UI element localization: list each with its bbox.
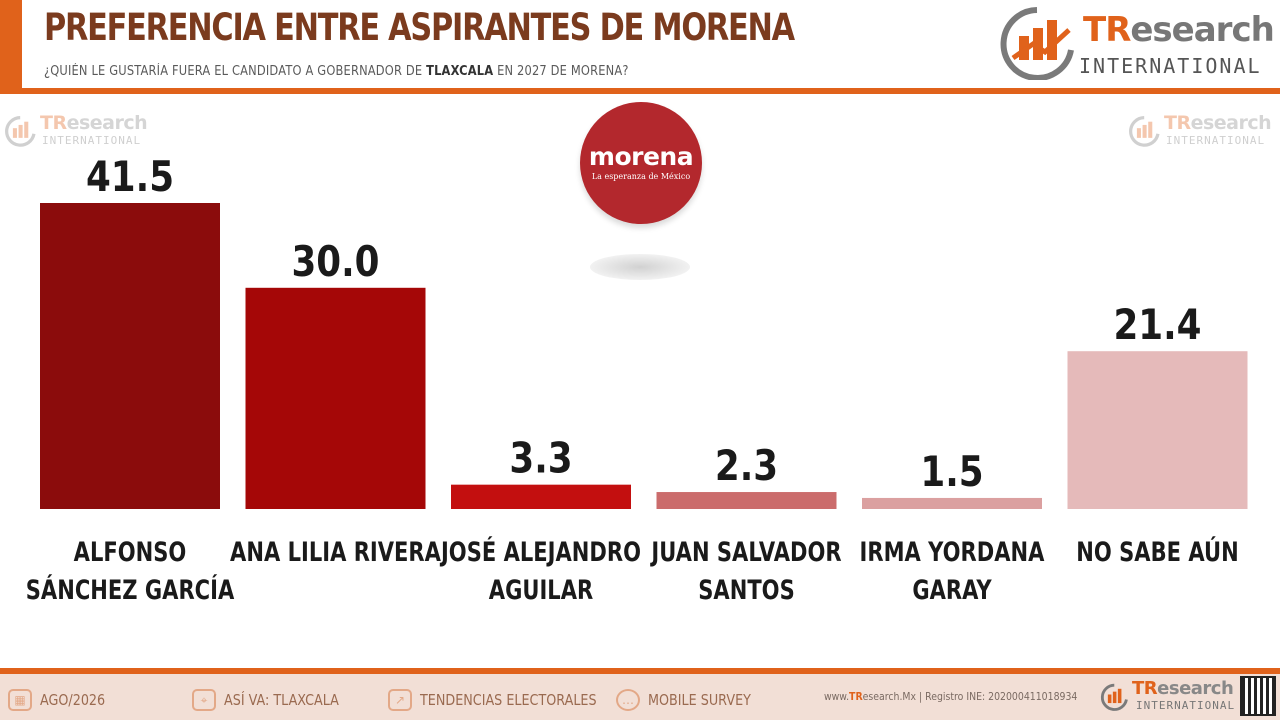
data-label-3: 2.3 bbox=[715, 442, 778, 490]
data-label-0: 41.5 bbox=[86, 153, 174, 201]
category-label-1-0: ANA LILIA RIVERA bbox=[230, 536, 441, 567]
calendar-icon: ▦ bbox=[8, 689, 32, 711]
footer-divider bbox=[0, 668, 1280, 674]
footer-item-trends: ↗ TENDENCIAS ELECTORALES bbox=[388, 688, 628, 712]
header: PREFERENCIA ENTRE ASPIRANTES DE MORENA ¿… bbox=[0, 0, 1280, 88]
map-pin-icon: ⌖ bbox=[192, 689, 216, 711]
watermark-right: TResearch INTERNATIONAL bbox=[1128, 112, 1278, 152]
chat-icon: … bbox=[616, 689, 640, 711]
qr-code-icon bbox=[1240, 676, 1276, 716]
category-label-4-1: GARAY bbox=[912, 574, 992, 605]
footer bbox=[0, 668, 1280, 720]
category-label-3-0: JUAN SALVADOR bbox=[650, 536, 842, 567]
category-label-0-0: ALFONSO bbox=[74, 536, 187, 567]
bar-chart: 41.5 ALFONSO SÁNCHEZ GARCÍA 30.0 ANA LILIA R… bbox=[26, 153, 1248, 606]
bar-1 bbox=[245, 287, 426, 509]
category-label-4-0: IRMA YORDANA bbox=[860, 536, 1045, 567]
header-accent-bar bbox=[0, 0, 22, 88]
morena-logo-name: morena bbox=[588, 142, 694, 171]
category-label-0-1: SÁNCHEZ GARCÍA bbox=[26, 573, 235, 605]
category-label-2-0: JOSÉ ALEJANDRO bbox=[439, 535, 641, 567]
data-label-4: 1.5 bbox=[920, 448, 983, 496]
bar-3 bbox=[656, 492, 837, 509]
data-label-1: 30.0 bbox=[291, 238, 379, 286]
bar-2 bbox=[451, 484, 631, 509]
brand-emblem-icon bbox=[1100, 683, 1128, 711]
logo-shadow bbox=[590, 254, 690, 280]
morena-logo: morena La esperanza de México bbox=[580, 102, 702, 224]
brand-emblem-icon bbox=[5, 116, 36, 147]
data-label-2: 3.3 bbox=[509, 435, 572, 483]
brand-subname: INTERNATIONAL bbox=[1079, 54, 1262, 78]
watermark-left: TResearch INTERNATIONAL bbox=[4, 112, 154, 152]
header-divider bbox=[0, 88, 1280, 94]
bar-4 bbox=[862, 497, 1042, 509]
category-label-5-0: NO SABE AÚN bbox=[1076, 534, 1238, 567]
bar-0 bbox=[40, 203, 220, 509]
footer-registry: www.TResearch.Mx | Registro INE: 2020004… bbox=[824, 690, 1078, 703]
page-subtitle: ¿QUIÉN LE GUSTARÍA FUERA EL CANDIDATO A … bbox=[44, 64, 629, 79]
footer-brand-logo: TResearch INTERNATIONAL bbox=[1100, 678, 1235, 716]
trend-icon: ↗ bbox=[388, 689, 412, 711]
brand-logo: TResearch INTERNATIONAL bbox=[997, 6, 1275, 80]
footer-item-date: ▦ AGO/2026 bbox=[8, 688, 117, 712]
bar-5 bbox=[1067, 351, 1248, 509]
category-label-2-1: AGUILAR bbox=[489, 574, 594, 605]
footer-item-region: ⌖ ASÍ VA: TLAXCALA bbox=[192, 688, 359, 712]
brand-emblem-icon bbox=[1000, 7, 1074, 80]
brand-emblem-icon bbox=[1129, 116, 1160, 147]
page-title: PREFERENCIA ENTRE ASPIRANTES DE MORENA bbox=[44, 6, 795, 49]
morena-logo-tagline: La esperanza de México bbox=[591, 172, 691, 181]
brand-name: TResearch bbox=[1083, 10, 1275, 50]
footer-item-survey: … MOBILE SURVEY bbox=[616, 688, 769, 712]
category-label-3-1: SANTOS bbox=[698, 574, 794, 605]
data-label-5: 21.4 bbox=[1113, 301, 1201, 349]
